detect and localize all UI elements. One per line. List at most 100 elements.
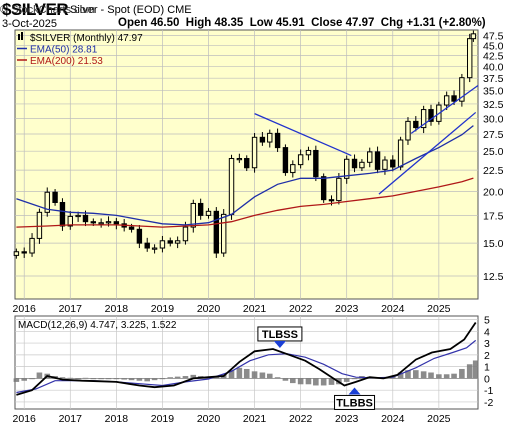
price-y-tick-label: 45.0 — [483, 40, 504, 52]
macd-histogram-bar — [428, 372, 434, 379]
high-value: 48.35 — [214, 17, 244, 29]
candle-body — [336, 177, 342, 202]
macd-histogram-bar — [443, 374, 450, 379]
ema200-line — [16, 177, 474, 228]
exchange-text: CME — [167, 4, 192, 16]
candle-body — [305, 149, 312, 156]
macd-histogram-bar — [259, 372, 266, 379]
macd-histogram-bar — [282, 378, 289, 381]
candle-body — [274, 132, 281, 149]
price-y-tick-label: 22.5 — [483, 165, 504, 177]
candle-body — [190, 202, 196, 228]
macd-histogram-bar — [105, 378, 112, 380]
macd-x-tick-label: 2016 — [13, 413, 37, 425]
macd-histogram-bar — [228, 370, 235, 379]
candle-body — [405, 120, 411, 141]
macd-y-tick-label: 0 — [484, 373, 490, 385]
candle-body — [428, 109, 434, 122]
macd-histogram-bar — [182, 376, 189, 379]
macd-x-tick-label: 2020 — [197, 413, 221, 425]
price-y-tick-label: 25.0 — [483, 146, 504, 158]
candle-body — [159, 240, 166, 249]
annotation-label: TLBSS — [262, 329, 298, 341]
candle-body — [21, 251, 27, 254]
macd-y-tick-label: 2 — [484, 350, 490, 362]
candle-body — [374, 151, 381, 170]
price-x-tick-label: 2024 — [381, 303, 405, 315]
macd-histogram-bar — [36, 372, 43, 379]
annotation-label: TLBBS — [336, 397, 373, 409]
price-x-tick-label: 2022 — [289, 303, 313, 315]
candle-body — [290, 164, 296, 174]
candle-body — [197, 202, 204, 216]
legend-ema200-label: EMA(200) 21.53 — [30, 56, 103, 67]
macd-histogram-bar — [351, 378, 358, 380]
candle-body — [220, 213, 227, 254]
candle-body — [459, 77, 465, 102]
legend-price-label: $SILVER (Monthly) 47.97 — [30, 33, 143, 44]
ohlc-readout: Open 46.50 High 48.35 Low 45.91 Close 47… — [118, 17, 486, 29]
macd-histogram-bar — [343, 378, 350, 382]
candle-body — [267, 132, 273, 143]
price-panel[interactable]: 12.5 15.0 17.5 20.0 22.5 25.0 27.5 30.0 32.535.0… — [13, 29, 504, 315]
macd-histogram-bar — [121, 378, 127, 380]
macd-histogram-bar — [82, 377, 89, 379]
price-y-tick-label: 27.5 — [483, 129, 504, 141]
macd-histogram-bar — [159, 378, 166, 380]
macd-histogram-bar — [174, 376, 181, 379]
macd-y-tick-label: -1 — [484, 385, 493, 397]
candle-body — [359, 161, 365, 169]
candle-body — [397, 139, 404, 168]
macd-line — [16, 321, 477, 396]
macd-histogram-bar — [466, 364, 473, 379]
price-x-tick-label: 2025 — [427, 303, 451, 315]
candle-body — [213, 210, 220, 254]
macd-histogram-bar — [297, 378, 304, 385]
macd-histogram-bar — [144, 378, 151, 382]
brand-logo[interactable]: © StockCharts.com — [0, 4, 95, 16]
macd-y-tick-label: 5 — [484, 315, 490, 327]
macd-histogram-bar — [328, 378, 335, 385]
macd-histogram-bar — [472, 360, 479, 379]
candle-body — [251, 136, 258, 169]
annotation-box — [334, 394, 376, 410]
macd-y-tick-label: -2 — [484, 397, 493, 409]
price-x-tick-label: 2019 — [151, 303, 175, 315]
high-label: High — [185, 17, 212, 29]
macd-histogram-bar — [397, 372, 404, 379]
macd-y-tick-label: 1 — [484, 362, 490, 374]
macd-histogram-bar — [413, 370, 419, 379]
macd-x-tick-label: 2024 — [381, 413, 405, 425]
candle-body — [59, 201, 66, 227]
price-y-tick-label: 17.5 — [483, 210, 504, 222]
macd-histogram-bar — [21, 378, 28, 381]
open-value: 46.50 — [150, 17, 180, 29]
candle-body — [128, 226, 135, 230]
macd-histogram-bar — [98, 378, 104, 380]
candle-body — [52, 191, 58, 203]
candle-body — [413, 120, 419, 129]
macd-histogram-bar — [75, 378, 81, 380]
macd-histogram-bar — [290, 378, 296, 384]
description-text: Silver - Spot (EOD) — [70, 4, 165, 16]
price-x-tick-label: 2023 — [335, 303, 359, 315]
macd-x-tick-label: 2018 — [105, 413, 129, 425]
candle-body — [328, 199, 335, 202]
macd-histogram-bar — [167, 377, 174, 379]
price-y-tick-label: 15.0 — [483, 238, 504, 250]
price-y-tick-label: 20.0 — [483, 186, 504, 198]
macd-histogram-bar — [29, 378, 35, 380]
candle-body — [351, 158, 358, 169]
open-label: Open — [118, 17, 148, 29]
macd-legend-label: MACD(12,26,9) 4.747, 3.225, 1.522 — [18, 320, 177, 331]
price-y-tick-label: 32.5 — [483, 99, 504, 111]
low-label: Low — [249, 17, 273, 29]
macd-histogram-bar — [236, 367, 243, 379]
candle-body — [297, 154, 304, 166]
candle-body — [151, 247, 158, 250]
candle-body — [36, 211, 43, 239]
price-y-tick-label: 40.0 — [483, 62, 504, 74]
chart-date: 3-Oct-2025 — [2, 18, 58, 30]
candle-body — [29, 237, 35, 254]
